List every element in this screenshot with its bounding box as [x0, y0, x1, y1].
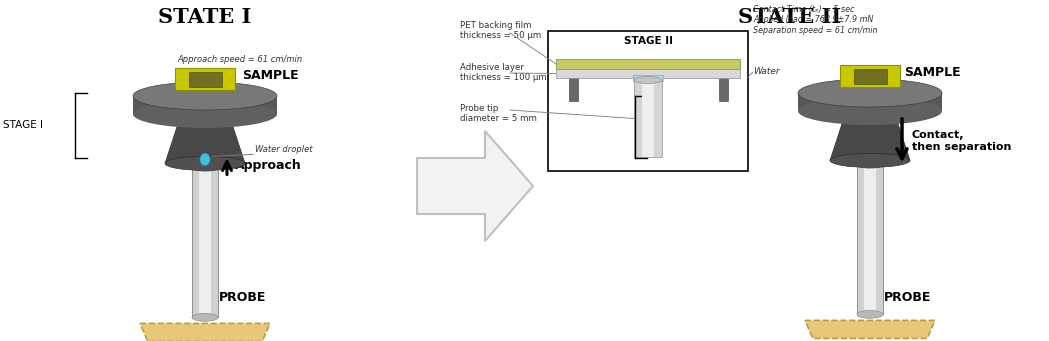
Polygon shape: [199, 167, 211, 317]
Text: SAMPLE: SAMPLE: [903, 66, 960, 79]
Text: STAGE II: STAGE II: [590, 122, 633, 132]
Polygon shape: [192, 167, 218, 317]
Ellipse shape: [798, 97, 942, 125]
Polygon shape: [175, 69, 235, 90]
Text: Probe tip
diameter = 5 mm: Probe tip diameter = 5 mm: [461, 104, 537, 123]
Polygon shape: [140, 323, 270, 341]
Text: STATE II: STATE II: [738, 7, 841, 27]
Bar: [719, 69, 728, 101]
Text: SAMPLE: SAMPLE: [241, 69, 298, 82]
Polygon shape: [418, 131, 533, 241]
Polygon shape: [864, 164, 876, 314]
Text: Adhesive layer
thickness = 100 μm: Adhesive layer thickness = 100 μm: [461, 63, 547, 83]
Bar: [556, 59, 740, 69]
Polygon shape: [805, 321, 935, 338]
Polygon shape: [854, 69, 886, 84]
Ellipse shape: [192, 163, 218, 171]
Bar: [569, 69, 578, 101]
Text: PROBE: PROBE: [884, 291, 932, 304]
Bar: [556, 69, 740, 78]
Polygon shape: [165, 108, 245, 163]
Text: STATE I: STATE I: [158, 7, 252, 27]
Ellipse shape: [192, 313, 218, 321]
Text: Contact,
then separation: Contact, then separation: [912, 130, 1011, 151]
Polygon shape: [798, 93, 942, 111]
Bar: [634, 80, 662, 157]
Ellipse shape: [133, 100, 277, 128]
Text: STAGE II: STAGE II: [623, 36, 672, 46]
Text: Water droplet: Water droplet: [255, 145, 313, 154]
Text: PET backing film
thickness = 50 μm: PET backing film thickness = 50 μm: [461, 21, 541, 40]
Polygon shape: [840, 65, 900, 87]
Ellipse shape: [857, 311, 883, 318]
Ellipse shape: [857, 161, 883, 168]
Polygon shape: [189, 72, 221, 87]
Ellipse shape: [200, 153, 210, 165]
Bar: [633, 75, 663, 81]
Text: Water: Water: [753, 68, 779, 76]
Ellipse shape: [798, 79, 942, 107]
Text: Approach: Approach: [235, 159, 302, 172]
Ellipse shape: [830, 153, 909, 167]
FancyBboxPatch shape: [548, 31, 748, 171]
Text: PROBE: PROBE: [219, 291, 266, 304]
Ellipse shape: [634, 76, 662, 84]
Ellipse shape: [165, 157, 245, 170]
Polygon shape: [830, 105, 909, 160]
Ellipse shape: [133, 82, 277, 110]
Text: STAGE I: STAGE I: [3, 120, 43, 131]
Text: Approach speed = 61 cm/min: Approach speed = 61 cm/min: [177, 55, 302, 64]
Polygon shape: [857, 164, 883, 314]
Polygon shape: [133, 96, 277, 114]
Bar: [642, 80, 654, 157]
Text: Contact Time (tₑ) = 5 sec
Applied load = 768.9±7.9 mN
Separation speed = 61 cm/m: Contact Time (tₑ) = 5 sec Applied load =…: [753, 5, 878, 35]
